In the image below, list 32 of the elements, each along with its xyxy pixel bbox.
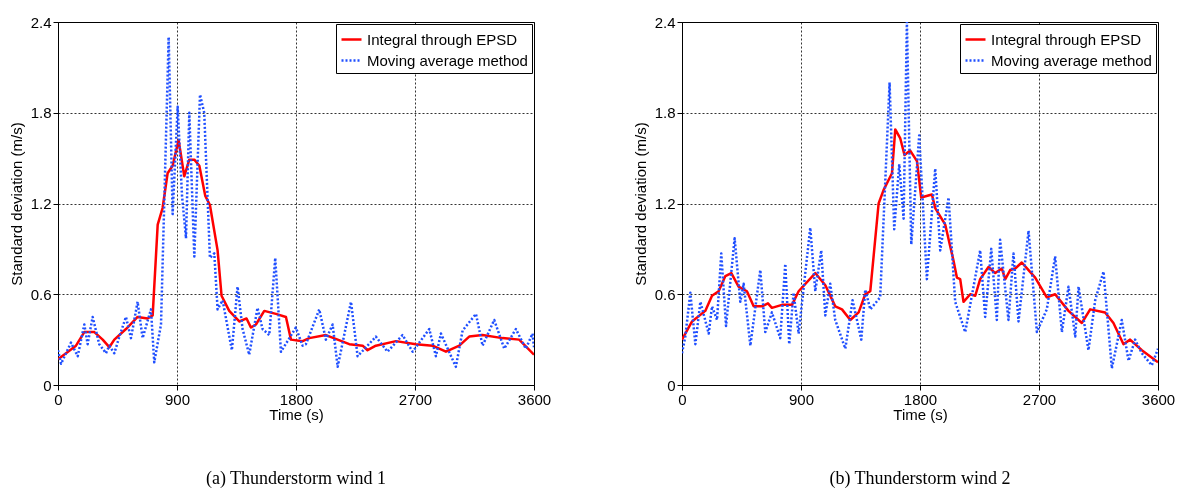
text: (b) Thunderstorm wind 2 [829, 468, 1011, 489]
text: (a) Thunderstorm wind 1 [205, 468, 387, 489]
y-tick-label: 1.2 [30, 195, 52, 212]
y-tick-label: 1.2 [654, 195, 676, 212]
y-axis-title: Standard deviation (m/s) [7, 122, 25, 286]
y-tick-label: 0.6 [30, 285, 52, 303]
x-tick-label: 3600 [1141, 390, 1176, 408]
y-tick-label: 1.8 [654, 104, 676, 122]
x-tick-label: 2700 [398, 390, 433, 408]
x-axis-title: Time (s) [269, 405, 324, 423]
y-tick-label: 0.6 [654, 285, 676, 303]
x-tick-label: 900 [164, 390, 191, 408]
legend-label: Moving average method [367, 51, 528, 69]
legend-label: Moving average method [991, 51, 1152, 69]
x-tick-label: 900 [788, 390, 815, 408]
x-tick-label: 3600 [517, 390, 552, 408]
y-tick-label: 2.4 [30, 13, 52, 31]
x-tick-label: 1800 [903, 390, 938, 408]
line-series [58, 35, 534, 369]
y-tick-label: 1.8 [30, 104, 52, 122]
y-tick-label: 2.4 [654, 13, 676, 31]
y-axis-title: Standard deviation (m/s) [631, 122, 649, 286]
y-tick-label: 0 [667, 376, 676, 394]
legend-label: Integral through EPSD [367, 30, 518, 48]
x-tick-label: 0 [678, 390, 687, 408]
x-tick-label: 2700 [1022, 390, 1057, 408]
legend-label: Integral through EPSD [991, 30, 1142, 48]
y-tick-label: 0 [43, 376, 52, 394]
line-series [682, 22, 1158, 370]
x-tick-label: 1800 [279, 390, 314, 408]
x-axis-title: Time (s) [893, 405, 948, 423]
x-tick-label: 0 [54, 390, 63, 408]
